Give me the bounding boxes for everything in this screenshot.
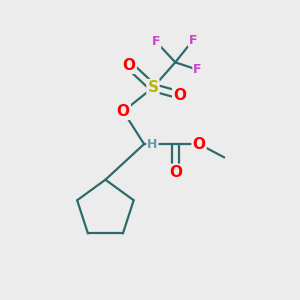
Text: O: O: [193, 136, 206, 152]
Text: O: O: [123, 58, 136, 73]
Text: F: F: [152, 35, 160, 48]
Text: O: O: [117, 104, 130, 119]
Text: H: H: [147, 138, 158, 151]
Text: O: O: [169, 165, 182, 180]
Text: O: O: [173, 88, 186, 103]
Text: F: F: [193, 63, 202, 76]
Text: S: S: [148, 80, 158, 95]
Text: F: F: [189, 34, 197, 46]
